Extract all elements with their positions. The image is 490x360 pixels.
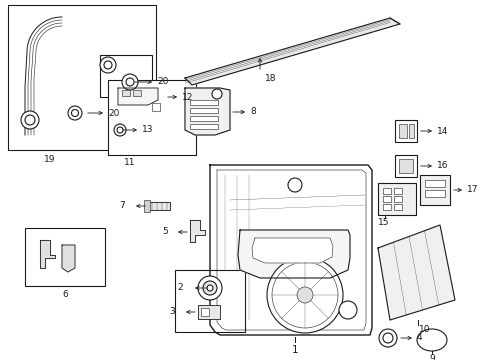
Text: 10: 10 xyxy=(419,325,431,334)
Polygon shape xyxy=(40,240,55,268)
Bar xyxy=(383,188,391,194)
Bar xyxy=(395,120,417,142)
Circle shape xyxy=(122,74,138,90)
Bar xyxy=(383,204,391,210)
Polygon shape xyxy=(238,230,350,278)
Circle shape xyxy=(68,106,82,120)
Bar xyxy=(122,90,130,96)
Circle shape xyxy=(207,285,213,291)
Circle shape xyxy=(297,287,313,303)
Bar xyxy=(394,196,402,202)
Text: 1: 1 xyxy=(292,345,298,355)
Polygon shape xyxy=(62,245,75,272)
Bar xyxy=(152,103,160,111)
Circle shape xyxy=(198,276,222,300)
Circle shape xyxy=(21,111,39,129)
Polygon shape xyxy=(185,88,230,135)
Polygon shape xyxy=(210,165,372,335)
Bar xyxy=(399,124,407,138)
Circle shape xyxy=(203,281,217,295)
Bar xyxy=(420,175,450,205)
Circle shape xyxy=(267,257,343,333)
Bar xyxy=(425,190,445,197)
Bar xyxy=(409,124,414,138)
Bar xyxy=(190,124,218,129)
Text: 12: 12 xyxy=(182,93,194,102)
Bar xyxy=(25,228,105,286)
Bar xyxy=(144,200,150,212)
Bar xyxy=(394,188,402,194)
Text: 4: 4 xyxy=(417,333,423,342)
Bar xyxy=(394,204,402,210)
Circle shape xyxy=(288,178,302,192)
Bar xyxy=(198,305,220,319)
Bar xyxy=(190,100,218,105)
Text: 9: 9 xyxy=(429,354,435,360)
Polygon shape xyxy=(190,220,205,242)
Text: 6: 6 xyxy=(62,290,68,299)
Text: 5: 5 xyxy=(162,228,168,237)
Polygon shape xyxy=(378,225,455,320)
Bar xyxy=(378,183,416,215)
Text: 3: 3 xyxy=(169,307,175,316)
Text: 15: 15 xyxy=(378,218,390,227)
Circle shape xyxy=(114,124,126,136)
Polygon shape xyxy=(148,202,170,210)
Text: 11: 11 xyxy=(124,158,136,167)
Text: 17: 17 xyxy=(467,185,479,194)
Bar xyxy=(100,55,152,97)
Text: 13: 13 xyxy=(142,126,153,135)
Circle shape xyxy=(212,89,222,99)
Bar xyxy=(108,80,196,155)
Polygon shape xyxy=(185,18,400,85)
Text: 14: 14 xyxy=(437,126,448,135)
Circle shape xyxy=(100,57,116,73)
Bar xyxy=(383,196,391,202)
Text: 7: 7 xyxy=(119,202,125,211)
Bar xyxy=(190,108,218,113)
Bar xyxy=(8,5,156,150)
Bar xyxy=(201,308,209,316)
Bar xyxy=(395,155,417,177)
Ellipse shape xyxy=(417,329,447,351)
Text: 20: 20 xyxy=(108,108,120,117)
Text: 19: 19 xyxy=(44,155,56,164)
Circle shape xyxy=(379,329,397,347)
Bar xyxy=(190,116,218,121)
Text: 8: 8 xyxy=(250,108,256,117)
Text: 2: 2 xyxy=(177,284,183,292)
Bar xyxy=(133,90,141,96)
Bar xyxy=(175,270,245,332)
Polygon shape xyxy=(252,238,333,263)
Polygon shape xyxy=(118,88,158,105)
Bar xyxy=(425,180,445,187)
Text: 16: 16 xyxy=(437,162,448,171)
Text: 18: 18 xyxy=(265,74,276,83)
Circle shape xyxy=(339,301,357,319)
Bar xyxy=(399,159,413,173)
Text: 20: 20 xyxy=(157,77,169,86)
